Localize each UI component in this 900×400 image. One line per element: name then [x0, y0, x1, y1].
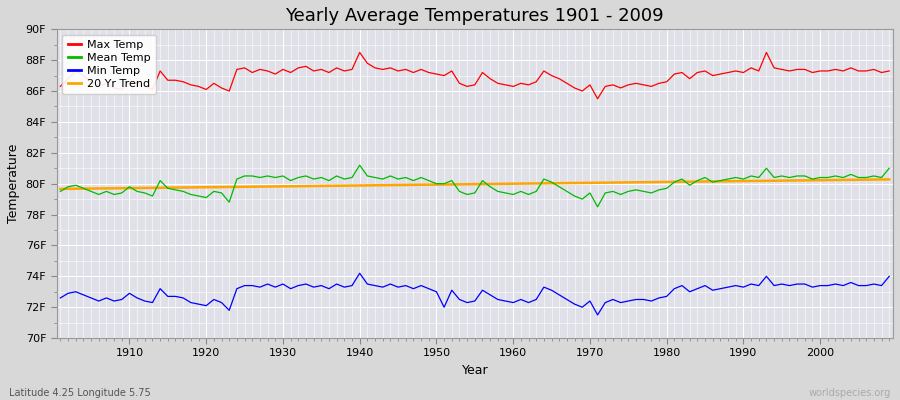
Legend: Max Temp, Mean Temp, Min Temp, 20 Yr Trend: Max Temp, Mean Temp, Min Temp, 20 Yr Tre…: [62, 35, 156, 94]
Text: worldspecies.org: worldspecies.org: [809, 388, 891, 398]
Title: Yearly Average Temperatures 1901 - 2009: Yearly Average Temperatures 1901 - 2009: [285, 7, 664, 25]
Y-axis label: Temperature: Temperature: [7, 144, 20, 223]
Text: Latitude 4.25 Longitude 5.75: Latitude 4.25 Longitude 5.75: [9, 388, 151, 398]
X-axis label: Year: Year: [462, 364, 488, 377]
